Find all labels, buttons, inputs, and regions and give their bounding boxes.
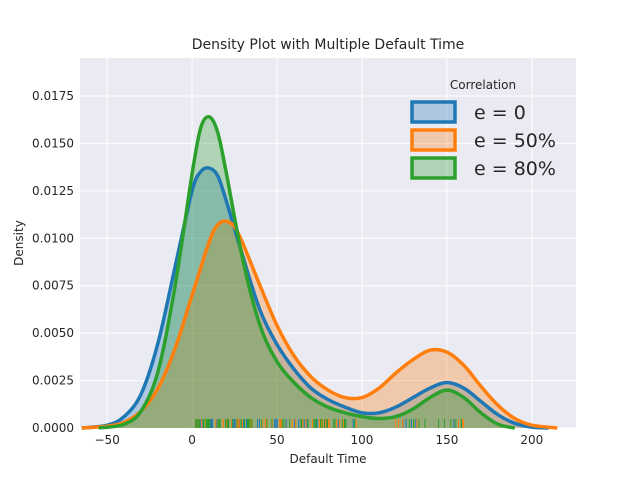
- legend: Correlation e = 0 e = 50% e = 80%: [410, 78, 556, 180]
- x-tick-label: 0: [188, 433, 196, 447]
- density-line-e50: [81, 219, 558, 430]
- legend-title: Correlation: [450, 78, 516, 92]
- x-tick-label: 50: [269, 433, 284, 447]
- legend-label: e = 80%: [474, 158, 556, 180]
- y-tick-label: 0.0100: [32, 231, 74, 245]
- legend-label: e = 50%: [474, 130, 556, 152]
- density-line-e0: [81, 166, 549, 430]
- x-axis-label: Default Time: [289, 452, 366, 466]
- rug-marks: [195, 419, 464, 428]
- legend-label: e = 0: [474, 102, 526, 124]
- legend-swatch: [410, 156, 457, 180]
- density-lines: [81, 114, 558, 430]
- y-tick-label: 0.0050: [32, 326, 74, 340]
- plot-background: [80, 58, 576, 428]
- y-tick-label: 0.0025: [32, 374, 74, 388]
- x-tick-label: 200: [520, 433, 543, 447]
- y-axis-label: Density: [12, 220, 26, 266]
- y-tick-labels: 0.0000 0.0025 0.0050 0.0075 0.0100 0.0125 0.01…: [32, 89, 74, 435]
- density-fill-e80: [98, 116, 515, 428]
- chart-title: Density Plot with Multiple Default Time: [192, 37, 465, 53]
- legend-swatch: [410, 128, 457, 152]
- x-tick-label: 150: [435, 433, 458, 447]
- y-tick-label: 0.0175: [32, 89, 74, 103]
- legend-swatch: [410, 100, 457, 124]
- y-tick-label: 0.0150: [32, 136, 74, 150]
- x-tick-label: −50: [95, 433, 120, 447]
- density-line-e80: [98, 114, 516, 430]
- y-tick-label: 0.0000: [32, 421, 74, 435]
- density-fill-e0: [81, 167, 549, 428]
- y-tick-label: 0.0075: [32, 279, 74, 293]
- y-tick-label: 0.0125: [32, 184, 74, 198]
- x-tick-label: 100: [351, 433, 374, 447]
- x-tick-labels: −50 0 50 100 150 200: [95, 433, 544, 447]
